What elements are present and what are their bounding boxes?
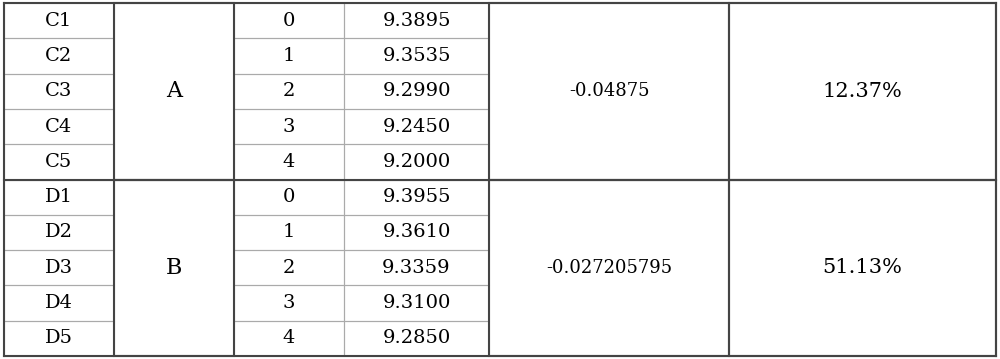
Text: A: A	[166, 80, 182, 102]
Text: C2: C2	[45, 47, 73, 65]
Bar	[4, 321, 114, 356]
Text: C3: C3	[45, 82, 73, 100]
Bar	[4, 74, 114, 109]
Bar	[234, 321, 344, 356]
Text: 2: 2	[283, 82, 295, 100]
Text: 3: 3	[283, 117, 295, 136]
Text: 9.3895: 9.3895	[382, 11, 451, 30]
Text: -0.027205795: -0.027205795	[546, 259, 672, 277]
Text: 4: 4	[283, 153, 295, 171]
Bar	[729, 180, 996, 356]
Text: C4: C4	[45, 117, 73, 136]
Text: 1: 1	[283, 47, 295, 65]
Bar	[234, 3, 344, 38]
Text: 2: 2	[283, 259, 295, 277]
Bar	[114, 3, 234, 180]
Text: D5: D5	[45, 329, 73, 348]
Text: 4: 4	[283, 329, 295, 348]
Bar	[114, 180, 234, 356]
Text: 9.3955: 9.3955	[382, 188, 451, 206]
Bar	[4, 285, 114, 321]
Bar	[4, 3, 114, 38]
Text: 0: 0	[283, 11, 295, 30]
Text: 1: 1	[283, 223, 295, 242]
Text: C1: C1	[45, 11, 73, 30]
Bar	[344, 250, 489, 285]
Text: 9.2450: 9.2450	[382, 117, 451, 136]
Bar	[489, 3, 729, 180]
Text: D2: D2	[45, 223, 73, 242]
Text: 0: 0	[283, 188, 295, 206]
Bar	[489, 180, 729, 356]
Text: C5: C5	[45, 153, 73, 171]
Text: 9.3535: 9.3535	[382, 47, 451, 65]
Bar	[344, 38, 489, 74]
Text: B: B	[166, 257, 182, 279]
Text: 12.37%: 12.37%	[823, 82, 902, 101]
Bar	[234, 74, 344, 109]
Text: 9.3610: 9.3610	[382, 223, 451, 242]
Text: -0.04875: -0.04875	[569, 82, 649, 100]
Text: 51.13%: 51.13%	[823, 258, 902, 277]
Bar	[344, 74, 489, 109]
Text: 9.3359: 9.3359	[382, 259, 451, 277]
Bar	[4, 144, 114, 180]
Bar	[344, 144, 489, 180]
Bar	[4, 250, 114, 285]
Bar	[344, 109, 489, 144]
Bar	[344, 3, 489, 38]
Bar	[729, 3, 996, 180]
Bar	[234, 180, 344, 215]
Bar	[234, 38, 344, 74]
Text: D4: D4	[45, 294, 73, 312]
Text: D3: D3	[45, 259, 73, 277]
Text: 9.2990: 9.2990	[382, 82, 451, 100]
Bar	[344, 285, 489, 321]
Text: 9.3100: 9.3100	[382, 294, 451, 312]
Bar	[344, 215, 489, 250]
Bar	[344, 180, 489, 215]
Bar	[234, 285, 344, 321]
Bar	[4, 215, 114, 250]
Bar	[4, 38, 114, 74]
Bar	[234, 144, 344, 180]
Bar	[4, 109, 114, 144]
Bar	[344, 321, 489, 356]
Bar	[234, 109, 344, 144]
Bar	[234, 215, 344, 250]
Text: 9.2850: 9.2850	[382, 329, 451, 348]
Text: D1: D1	[45, 188, 73, 206]
Text: 9.2000: 9.2000	[382, 153, 451, 171]
Text: 3: 3	[283, 294, 295, 312]
Bar	[4, 180, 114, 215]
Bar	[234, 250, 344, 285]
